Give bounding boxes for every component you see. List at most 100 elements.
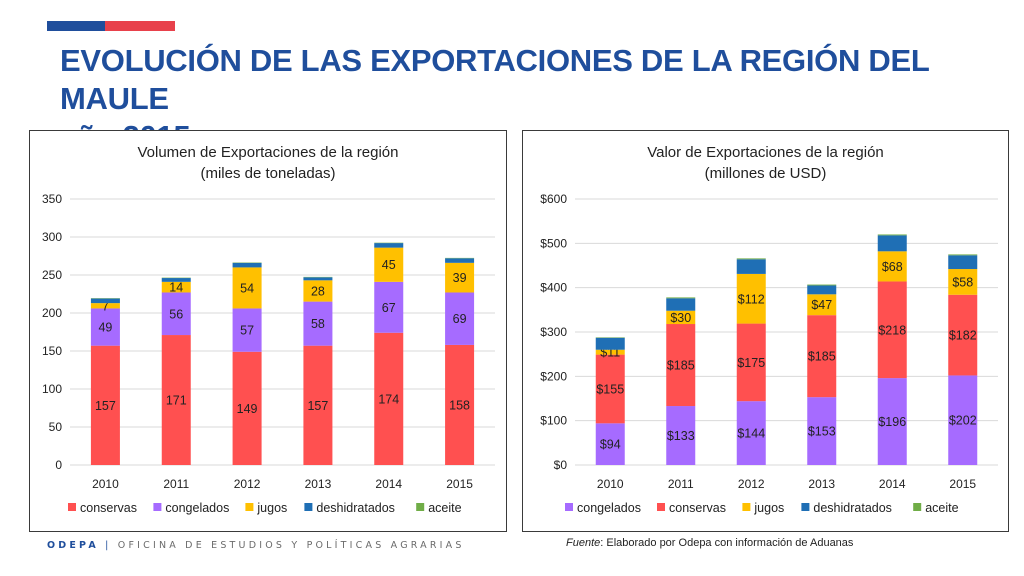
bar-deshidratados [877,235,907,252]
bar-jugos [595,349,625,355]
bar-conservas [948,294,978,376]
bar-congelados [736,401,766,465]
bar-congelados [445,292,475,345]
bar-deshidratados [161,278,191,282]
chart-title: Volumen de Exportaciones de la región [137,144,398,161]
bar-conservas [90,345,120,465]
y-tick-label: $0 [554,458,568,472]
bar-conservas [374,332,404,465]
x-tick-label: 2010 [92,477,119,491]
bar-congelados [232,308,262,352]
bar-congelados [666,406,696,465]
legend-swatch-aceite [416,503,425,511]
legend-label-conservas: conservas [80,501,137,515]
bar-deshidratados [90,298,120,304]
x-tick-label: 2011 [668,477,694,491]
y-tick-label: 350 [42,192,62,206]
bar-jugos [374,247,404,282]
bar-jugos [736,273,766,324]
bar-congelados [161,292,191,336]
data-label-conservas: 157 [95,399,116,413]
source-note: Fuente: Elaborado por Odepa con informac… [566,537,853,549]
bar-aceite [948,254,978,256]
x-tick-label: 2015 [446,477,473,491]
bar-deshidratados [374,243,404,248]
source-label: Fuente [566,537,601,549]
data-label-conservas: $155 [596,382,624,396]
data-label-congelados: $133 [667,429,695,443]
bar-jugos [877,251,907,282]
x-tick-label: 2011 [163,477,189,491]
data-label-conservas: 174 [378,392,399,406]
bar-conservas [303,345,333,465]
chart-title: Valor de Exportaciones de la región [647,144,884,161]
footer-office: OFICINA DE ESTUDIOS Y POLÍTICAS AGRARIAS [117,540,465,551]
data-label-jugos: 45 [382,258,396,272]
value-chart-panel: Valor de Exportaciones de la región (mill… [522,130,1009,532]
data-label-congelados: 69 [453,312,467,326]
footer-separator: | [105,540,112,551]
data-label-jugos: $58 [952,275,973,289]
chart-subtitle: (miles de toneladas) [200,165,335,182]
data-label-congelados: $202 [949,414,977,428]
x-tick-label: 2010 [597,477,624,491]
legend-label-deshidratados: deshidratados [316,501,395,515]
bar-jugos [666,310,696,325]
x-tick-label: 2015 [949,477,976,491]
bar-aceite [877,234,907,236]
data-label-congelados: 58 [311,317,325,331]
legend-label-jugos: jugos [753,501,784,515]
legend-swatch-congelados [153,503,162,511]
legend-label-conservas: conservas [669,501,726,515]
legend-swatch-jugos [245,503,254,511]
legend-swatch-conservas [68,503,76,511]
page-title: EVOLUCIÓN DE LAS EXPORTACIONES DE LA REG… [60,42,1000,156]
bar-congelados [90,308,120,346]
bar-jugos [232,267,262,309]
x-tick-label: 2014 [879,477,906,491]
x-tick-label: 2013 [808,477,835,491]
data-label-congelados: $153 [808,425,836,439]
data-label-conservas: 149 [237,402,258,416]
data-label-congelados: $144 [737,427,765,441]
data-label-jugos: 14 [169,281,183,295]
y-tick-label: $100 [540,414,567,428]
data-label-congelados: $94 [600,438,621,452]
bar-congelados [948,375,978,465]
x-tick-label: 2012 [234,477,261,491]
volume-chart-panel: Volumen de Exportaciones de la región (mi… [29,130,507,532]
y-tick-label: $500 [540,236,567,250]
data-label-congelados: $196 [878,415,906,429]
bar-conservas [877,281,907,379]
y-tick-label: 250 [42,268,62,282]
data-label-conservas: $218 [878,323,906,337]
bar-jugos [445,262,475,293]
footer: ODEPA | OFICINA DE ESTUDIOS Y POLÍTICAS … [47,540,465,551]
legend-swatch-jugos [742,503,751,511]
data-label-conservas: $185 [808,350,836,364]
data-label-congelados: 67 [382,301,396,315]
bar-congelados [303,301,333,346]
x-tick-label: 2013 [305,477,332,491]
bar-jugos [948,269,978,295]
bar-congelados [595,423,625,465]
bar-conservas [595,354,625,424]
bar-aceite [666,297,696,299]
bar-conservas [232,351,262,465]
legend-label-aceite: aceite [925,501,958,515]
bar-deshidratados [666,298,696,311]
legend-label-deshidratados: deshidratados [813,501,892,515]
bar-jugos [161,281,191,293]
data-label-jugos: $30 [670,311,691,325]
data-label-congelados: 56 [169,307,183,321]
y-tick-label: 150 [42,344,62,358]
legend-swatch-deshidratados [304,503,313,511]
volume-chart: Volumen de Exportaciones de la región (mi… [42,144,495,515]
bar-deshidratados [445,258,475,263]
data-label-conservas: 157 [307,399,328,413]
data-label-conservas: $175 [737,356,765,370]
data-label-conservas: $182 [949,329,977,343]
bar-aceite [807,284,837,286]
legend-swatch-conservas [657,503,665,511]
y-tick-label: $400 [540,281,567,295]
